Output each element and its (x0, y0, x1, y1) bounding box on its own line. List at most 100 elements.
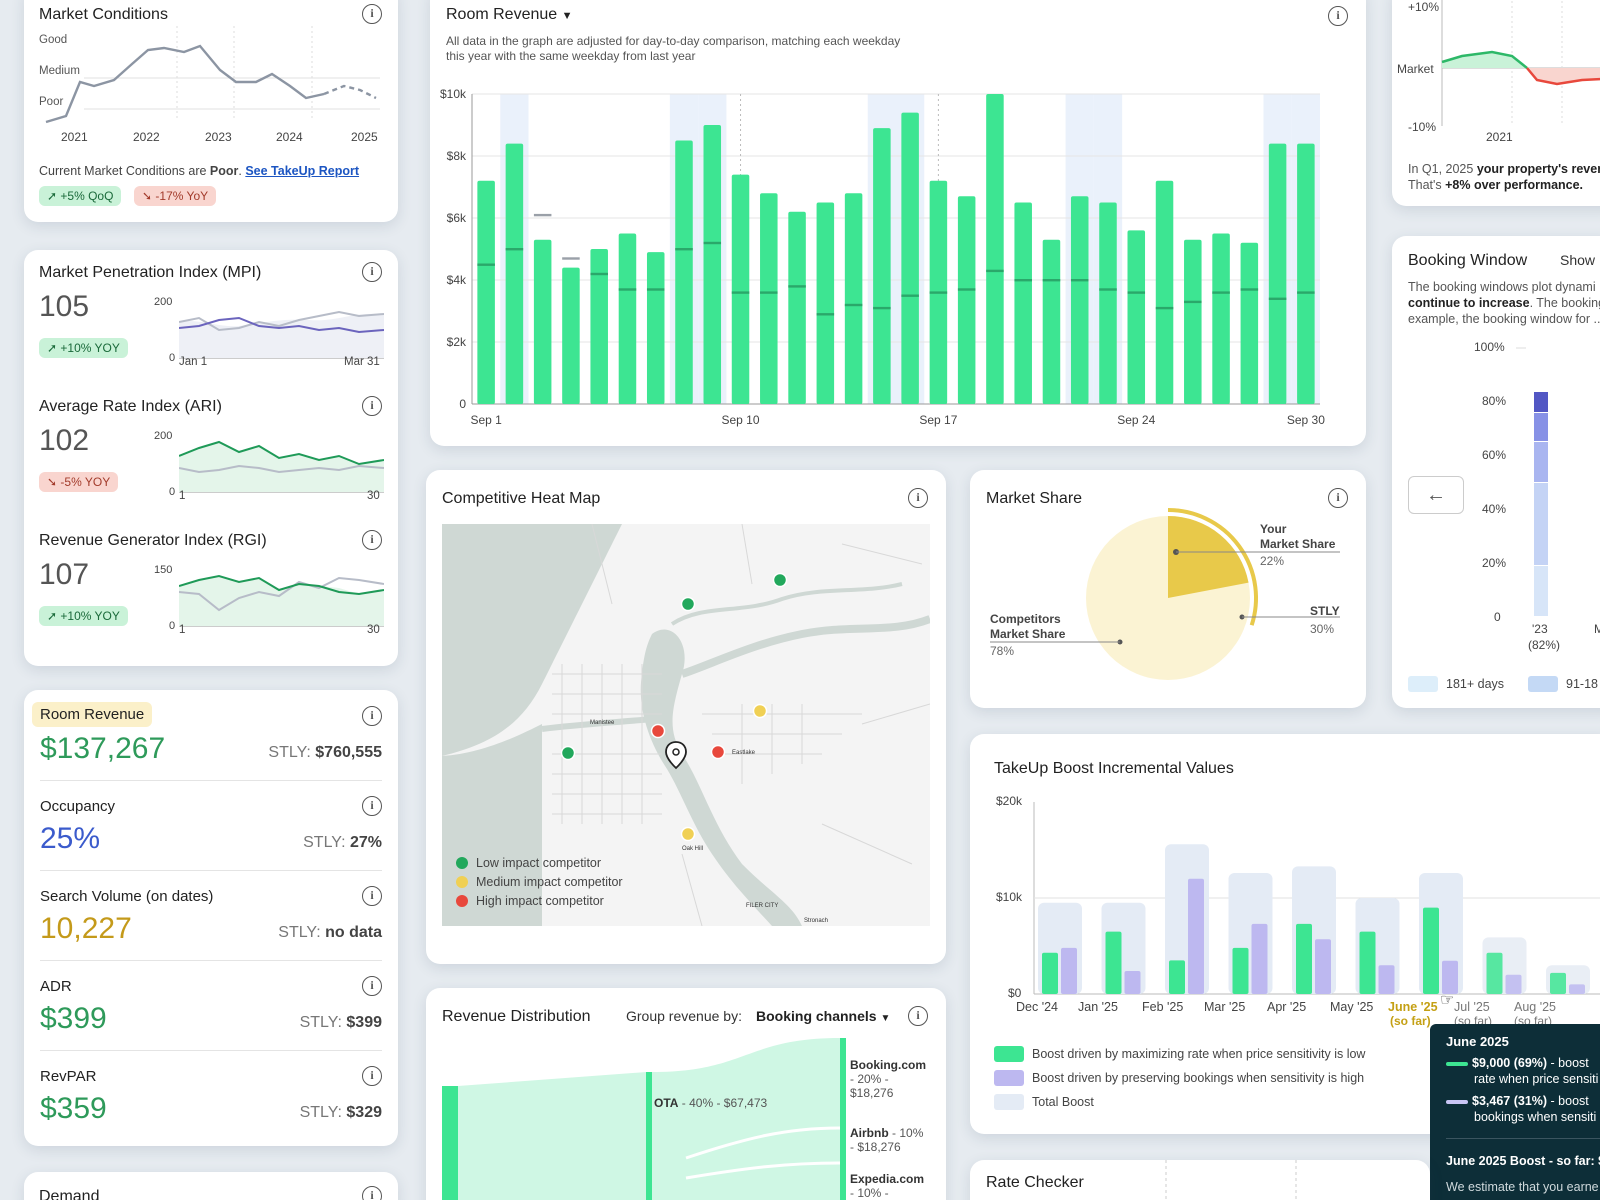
revenue-bar (562, 267, 580, 404)
info-icon[interactable]: i (362, 396, 382, 416)
ari-sparkline (179, 440, 384, 493)
info-icon[interactable]: i (908, 488, 928, 508)
info-icon[interactable]: i (362, 530, 382, 550)
market-conditions-forecast (323, 84, 377, 100)
info-icon[interactable]: i (362, 1066, 382, 1086)
tb-legend-purple: Boost driven by preserving bookings when… (994, 1070, 1364, 1086)
rate-boost-bar (1296, 923, 1312, 994)
mouse-cursor-icon: ☞ (1440, 992, 1455, 1009)
group-by-label: Group revenue by: (626, 1008, 742, 1024)
tb-month-0: Dec '24 (1016, 1000, 1058, 1014)
x-tick-label: Sep 17 (919, 413, 957, 427)
revenue-bar (901, 112, 919, 404)
metric-revpar-value: $359 (40, 1092, 107, 1125)
ms-comp-value: 78% (990, 644, 1015, 658)
mpi-ymax: 200 (154, 296, 173, 308)
bw-y-20: 20% (1482, 556, 1507, 570)
rate-boost-bar (1550, 972, 1566, 994)
mpi-xend: Mar 31 (344, 356, 380, 368)
y-tick-label: $10k (440, 87, 467, 101)
info-icon[interactable]: i (362, 1186, 382, 1200)
info-icon[interactable]: i (1328, 488, 1348, 508)
competitor-medium-2 (680, 826, 696, 842)
revenue-bar (1268, 143, 1287, 404)
stly-marker (816, 313, 835, 316)
arrow-down-icon: ➘ (47, 475, 58, 489)
heat-map[interactable]: Manistee Eastlake Oak Hill FILER CITY St… (442, 524, 930, 926)
info-icon[interactable]: i (362, 796, 382, 816)
ota-label: OTA - 40% - $67,473 (654, 1096, 768, 1110)
revenue-bar (957, 196, 976, 404)
info-icon[interactable]: i (1328, 6, 1348, 26)
rgi-xstart: 1 (179, 624, 186, 636)
back-arrow-button[interactable]: ← (1408, 476, 1464, 514)
bw-y-100: 100% (1474, 340, 1505, 354)
yoy-badge: ➘ -17% YoY (134, 186, 217, 206)
booking-boost-bar (1251, 923, 1268, 994)
stly-marker (1184, 300, 1202, 304)
rgi-value: 107 (39, 558, 90, 591)
takeup-boost-chart (1033, 802, 1600, 995)
mpi-value: 105 (39, 290, 90, 323)
year-2022: 2022 (133, 130, 160, 144)
location-pin-icon (665, 741, 687, 770)
stly-marker (731, 291, 750, 294)
arrow-up-icon: ➚ (47, 609, 58, 623)
info-icon[interactable]: i (362, 4, 382, 24)
group-by-select[interactable]: Booking channels ▼ (756, 1008, 891, 1024)
metric-room-revenue-label: Room Revenue (32, 702, 153, 727)
perf-text-1: In Q1, 2025 your property's reven (1408, 162, 1600, 176)
competitor-low-2 (772, 572, 788, 588)
takeup-report-link[interactable]: See TakeUp Report (245, 164, 360, 178)
year-2025: 2025 (351, 130, 378, 144)
revenue-bar (986, 94, 1004, 404)
ms-stly-label: STLY (1310, 604, 1340, 618)
tb-month-7: Jul '25 (1454, 1000, 1490, 1014)
competitor-high-2 (710, 744, 726, 760)
performance-card: +10% Market -10% 2021 In Q1, 2025 your p… (1392, 0, 1600, 206)
heat-map-card: Competitive Heat Map i Manistee Eastlake… (426, 470, 946, 964)
y-tick-label: $2k (447, 335, 467, 349)
tb-y-10k: $10k (996, 890, 1023, 904)
rate-boost-bar (1486, 952, 1503, 994)
channel-expedia: Expedia.com - 10% - (850, 1172, 925, 1200)
arrow-down-icon: ➘ (142, 189, 153, 203)
metric-adr-label: ADR (40, 978, 72, 995)
metric-revpar-stly: STLY: $329 (299, 1104, 382, 1121)
competitor-low-3 (560, 745, 576, 761)
info-icon[interactable]: i (362, 706, 382, 726)
info-icon[interactable]: i (362, 976, 382, 996)
booking-window-show[interactable]: Show (1560, 252, 1596, 268)
mpi-title: Market Penetration Index (MPI) (39, 264, 262, 281)
tooltip-title: June 2025 (1446, 1034, 1509, 1049)
revenue-bar (1042, 239, 1061, 404)
info-icon[interactable]: i (908, 1006, 928, 1026)
market-conditions-title: Market Conditions (39, 6, 168, 23)
market-conditions-card: Market Conditions i Good Medium Poor 202… (24, 0, 398, 222)
tb-y-20k: $20k (996, 794, 1023, 808)
stly-marker (873, 306, 891, 310)
stly-marker (1070, 279, 1089, 282)
metric-occupancy-value: 25% (40, 822, 101, 855)
ms-your-label-1: Your (1260, 522, 1287, 536)
revenue-bar (1212, 233, 1230, 404)
perf-text-2: That's +8% over performance. (1408, 178, 1584, 192)
revenue-bar (590, 249, 608, 404)
tb-y-0: $0 (1008, 986, 1022, 1000)
revenue-bar (1127, 230, 1146, 404)
booking-window-card: Booking Window Show The booking windows … (1392, 236, 1600, 708)
info-icon[interactable]: i (362, 886, 382, 906)
tooltip-estimate: We estimate that you earne (1446, 1180, 1599, 1194)
bw-bar-23-seg-1 (1534, 392, 1548, 412)
booking-boost-bar (1569, 984, 1585, 994)
stly-marker (618, 288, 637, 291)
info-icon[interactable]: i (362, 262, 382, 282)
revenue-bar (646, 252, 665, 404)
booking-window-desc-2: continue to increase. The booking (1408, 296, 1600, 310)
tb-legend-total: Total Boost (994, 1094, 1094, 1110)
room-revenue-chart-title[interactable]: Room Revenue ▼ (446, 6, 573, 23)
arrow-up-icon: ➚ (47, 189, 58, 203)
stly-marker (788, 285, 806, 288)
revenue-bar (731, 174, 750, 404)
bw-bar-23-seg-2 (1534, 413, 1548, 441)
